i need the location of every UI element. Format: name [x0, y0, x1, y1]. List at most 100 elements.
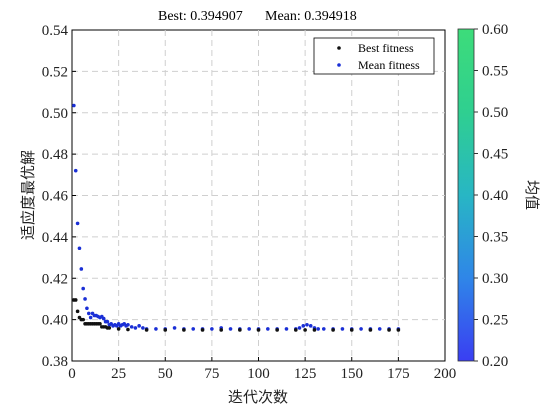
best-fitness-point	[98, 321, 102, 326]
mean-fitness-point	[83, 297, 87, 301]
mean-fitness-point	[210, 327, 214, 331]
mean-fitness-point	[359, 327, 363, 331]
y-tick-label: 0.44	[42, 230, 69, 246]
chart-title-mean: Mean: 0.394918	[265, 9, 357, 24]
mean-fitness-point	[321, 327, 326, 331]
y-tick-label: 0.38	[42, 354, 68, 370]
best-fitness-point	[200, 328, 205, 332]
x-tick-label: 25	[111, 366, 126, 382]
best-fitness-point	[144, 328, 149, 332]
best-fitness-point	[116, 327, 121, 331]
best-fitness-point	[163, 328, 168, 332]
mean-fitness-point	[73, 168, 78, 173]
y-tick-label: 0.40	[42, 313, 68, 329]
best-fitness-point	[275, 328, 279, 332]
chart-title-best: Best: 0.394907	[158, 9, 243, 24]
mean-fitness-point	[316, 327, 320, 331]
mean-fitness-point	[77, 246, 82, 251]
mean-fitness-point	[284, 327, 289, 331]
x-tick-label: 150	[341, 366, 364, 382]
y-axis-title: 适应度最优解	[19, 150, 37, 240]
best-fitness-point	[387, 328, 391, 332]
legend-label-mean: Mean fitness	[358, 58, 420, 72]
mean-fitness-point	[101, 316, 106, 321]
mean-fitness-point	[305, 322, 309, 327]
colorbar-tick-label: 0.20	[482, 354, 508, 370]
x-tick-label: 75	[204, 366, 219, 382]
best-fitness-point	[303, 328, 307, 332]
legend-marker-mean	[337, 63, 341, 67]
mean-fitness-point	[377, 327, 382, 331]
mean-fitness-point	[133, 326, 138, 330]
mean-fitness-point	[88, 315, 93, 320]
colorbar-tick-label: 0.60	[482, 22, 508, 38]
mean-fitness-point	[126, 322, 130, 327]
x-tick-label: 100	[247, 366, 270, 382]
y-tick-label: 0.46	[42, 189, 69, 205]
best-fitness-point	[331, 328, 335, 332]
best-fitness-point	[349, 328, 354, 332]
colorbar-ticks: 0.20 0.25 0.30 0.35 0.40 0.45 0.50 0.55 0.60	[474, 22, 508, 370]
mean-fitness-point	[172, 326, 177, 330]
x-tick-label: 175	[387, 366, 410, 382]
y-axis: 0.38 0.40 0.42 0.44 0.46 0.48 0.50 0.52 0.54	[42, 23, 76, 370]
x-tick-label: 0	[68, 366, 76, 382]
colorbar-tick-label: 0.30	[482, 271, 508, 287]
mean-fitness-point	[228, 327, 233, 331]
best-fitness-point	[396, 328, 401, 332]
legend-marker-best	[337, 46, 341, 50]
mean-fitness-point	[154, 327, 158, 331]
best-fitness-point	[238, 328, 242, 332]
legend: Best fitness Mean fitness	[313, 37, 435, 75]
colorbar-tick-label: 0.35	[482, 230, 508, 246]
mean-fitness-point	[141, 326, 145, 330]
colorbar	[457, 28, 475, 362]
mean-fitness-point	[129, 325, 134, 329]
y-tick-label: 0.50	[42, 106, 68, 122]
y-tick-label: 0.48	[42, 147, 68, 163]
colorbar-label: 均值	[523, 180, 541, 210]
best-fitness-point	[368, 328, 373, 332]
mean-fitness-point	[79, 267, 84, 271]
mean-fitness-point	[75, 221, 80, 226]
x-axis-title: 迭代次数	[228, 388, 288, 406]
mean-fitness-point	[297, 326, 302, 330]
mean-fitness-point	[72, 103, 76, 108]
colorbar-tick-label: 0.40	[482, 188, 508, 204]
best-fitness-point	[73, 298, 78, 302]
mean-fitness-point	[105, 319, 110, 324]
best-fitness-point	[75, 309, 80, 314]
best-fitness-point	[107, 326, 112, 330]
x-tick-label: 50	[158, 366, 173, 382]
grid	[72, 30, 445, 361]
mean-fitness-point	[191, 327, 196, 331]
x-tick-label: 200	[434, 366, 457, 382]
mean-fitness-point	[308, 324, 313, 328]
mean-fitness-point	[247, 327, 251, 331]
mean-fitness-point	[81, 286, 85, 291]
best-fitness-point	[256, 328, 261, 332]
mean-fitness-point	[266, 327, 270, 331]
mean-fitness-point	[86, 311, 91, 316]
best-fitness-point	[312, 328, 317, 332]
colorbar-tick-label: 0.25	[482, 313, 508, 329]
best-fitness-point	[81, 317, 85, 322]
y-tick-label: 0.52	[42, 64, 68, 80]
best-fitness-point	[219, 328, 223, 332]
mean-fitness-point	[340, 327, 345, 331]
colorbar-tick-label: 0.55	[482, 64, 508, 80]
legend-box	[313, 37, 435, 75]
mean-fitness-point	[85, 306, 89, 311]
colorbar-tick-label: 0.50	[482, 105, 508, 121]
x-axis: 0 25 50 75 100 125 150 175 200	[68, 357, 456, 382]
best-fitness-point	[182, 328, 186, 332]
y-tick-label: 0.42	[42, 271, 68, 287]
best-fitness-point	[294, 328, 298, 332]
x-tick-label: 125	[294, 366, 317, 382]
mean-fitness-point	[301, 324, 306, 328]
colorbar-tick-label: 0.45	[482, 147, 508, 163]
best-fitness-point	[126, 327, 130, 332]
legend-label-best: Best fitness	[358, 41, 414, 55]
data-points	[72, 103, 401, 332]
